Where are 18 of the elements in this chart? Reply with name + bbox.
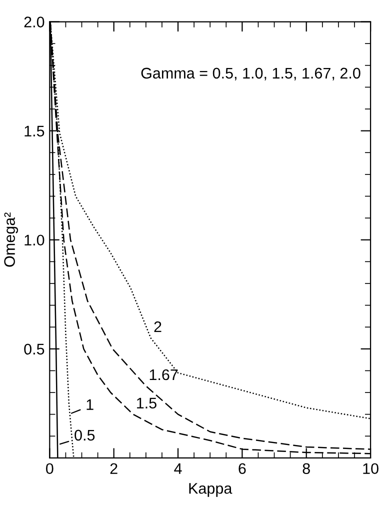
annotation: 2 [154,321,162,332]
x-tick-label: 8 [302,463,310,474]
x-axis-title: Kappa [189,483,232,497]
x-tick-label: 4 [174,463,182,474]
x-tick-label: 0 [46,463,54,474]
x-tick-label: 10 [363,463,378,474]
annotation: 1.67 [150,369,178,380]
y-tick-label: 1.0 [24,234,44,246]
annotation: 0.5 [74,430,95,441]
y-tick-label: 2.0 [24,16,44,28]
y-tick-label: 1.5 [24,126,44,136]
x-tick-label: 6 [238,463,246,474]
annotation: 1 [86,399,94,410]
y-tick-label: 0.5 [24,344,44,355]
y-axis-title: Omega² [4,212,18,267]
annotation: Gamma = 0.5, 1.0, 1.5, 1.67, 2.0 [141,68,360,80]
x-tick-label: 2 [110,463,118,474]
annotation: 1.5 [137,398,156,409]
